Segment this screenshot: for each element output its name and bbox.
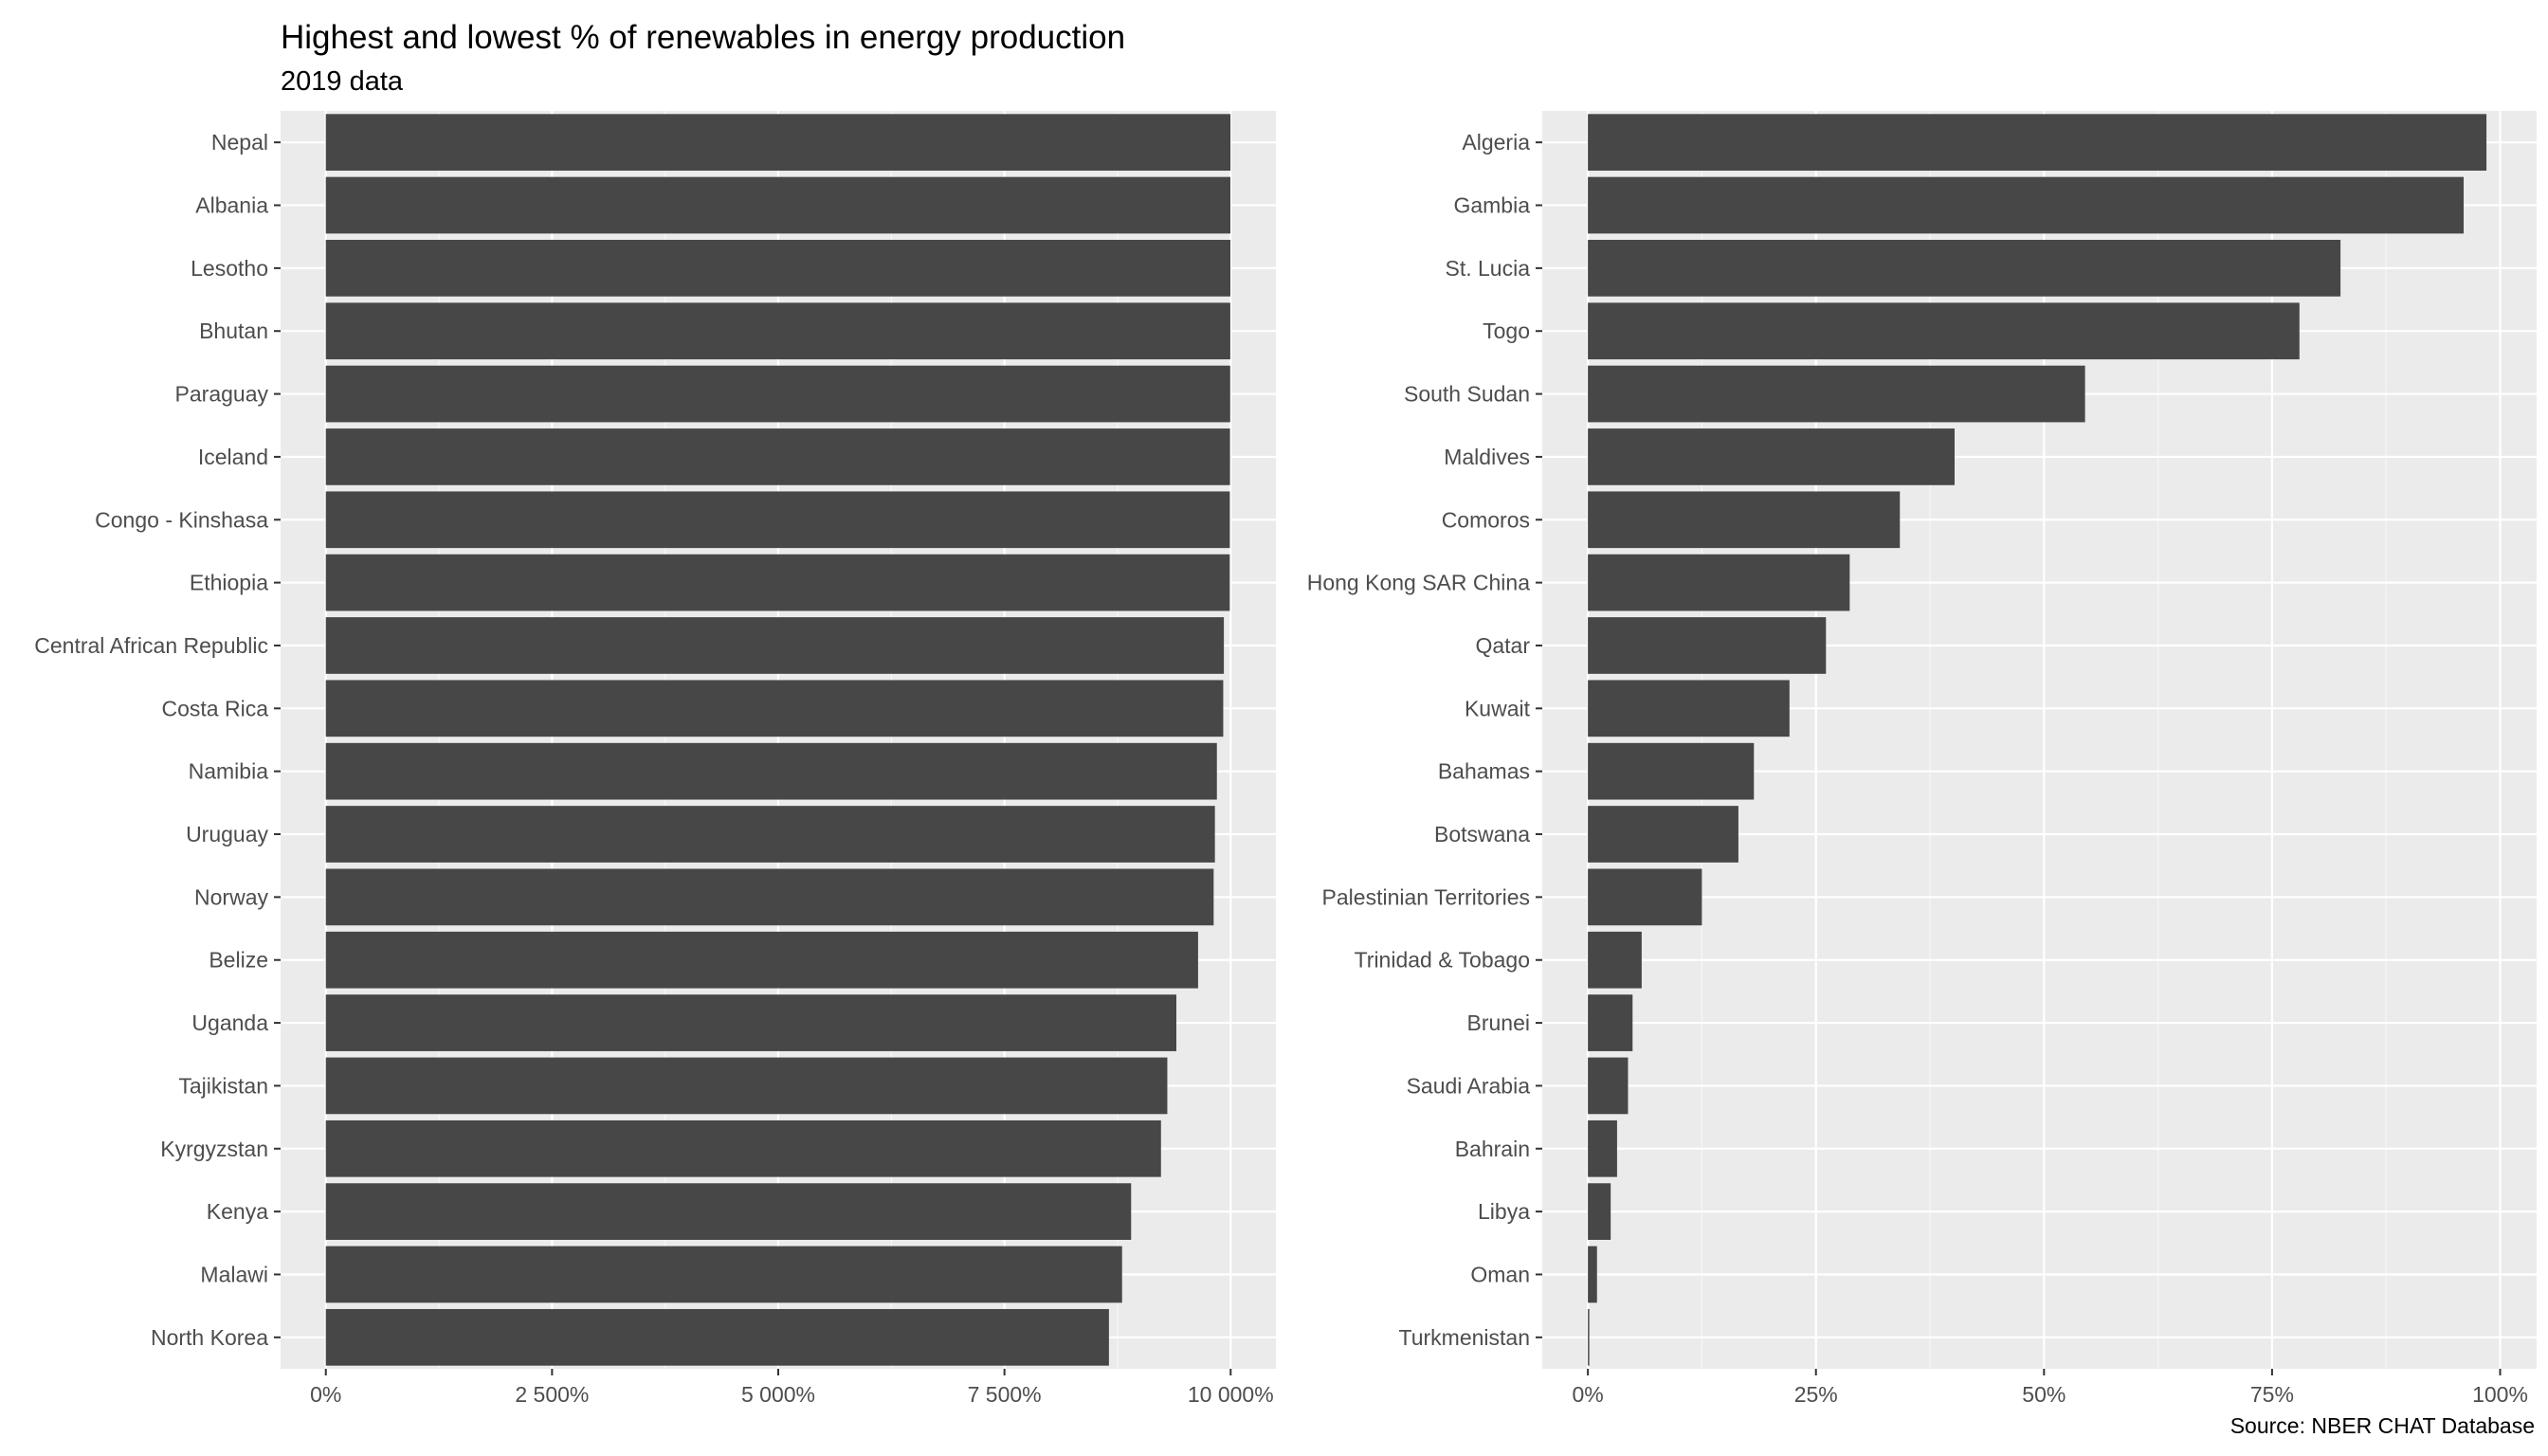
- bar: [1588, 868, 1702, 926]
- chart-title: Highest and lowest % of renewables in en…: [281, 19, 1126, 56]
- bar: [1588, 742, 1755, 800]
- y-tick-label: Togo: [1483, 318, 1530, 343]
- bar: [325, 806, 1215, 863]
- y-tick-label: Turkmenistan: [1399, 1325, 1530, 1350]
- bar: [1588, 176, 2465, 234]
- x-tick-label: 0%: [1572, 1382, 1603, 1407]
- y-tick-label: Hong Kong SAR China: [1307, 571, 1530, 595]
- y-tick-label: Uganda: [191, 1010, 268, 1035]
- y-tick-label: Malawi: [200, 1262, 268, 1286]
- bar: [1588, 680, 1790, 737]
- y-tick-label: Gambia: [1453, 193, 1530, 218]
- x-tick-label: 5 000%: [741, 1382, 815, 1407]
- chart-subtitle: 2019 data: [281, 66, 404, 97]
- bar: [325, 554, 1230, 611]
- bar: [325, 240, 1230, 297]
- y-tick-label: Qatar: [1475, 633, 1530, 658]
- y-tick-label: Bhutan: [199, 318, 268, 343]
- y-tick-label: Palestinian Territories: [1322, 884, 1530, 909]
- y-tick-label: Bahrain: [1455, 1137, 1530, 1161]
- y-tick-label: St. Lucia: [1446, 256, 1531, 281]
- y-tick-label: Central African Republic: [34, 633, 268, 658]
- bar: [1588, 617, 1827, 674]
- bar: [325, 680, 1224, 737]
- bar: [1588, 994, 1633, 1051]
- y-tick-label: Congo - Kinshasa: [95, 507, 268, 532]
- y-tick-label: Bahamas: [1438, 759, 1530, 784]
- bar: [325, 428, 1230, 485]
- y-tick-label: Maldives: [1444, 445, 1530, 469]
- y-tick-label: Tajikistan: [178, 1073, 268, 1098]
- y-tick-label: Albania: [195, 193, 268, 218]
- bar: [1588, 365, 2085, 423]
- y-tick-label: Algeria: [1462, 130, 1530, 155]
- bar: [1588, 806, 1738, 863]
- source-caption: Source: NBER CHAT Database: [2230, 1413, 2535, 1438]
- x-tick-label: 25%: [1794, 1382, 1838, 1407]
- bar: [1588, 491, 1901, 549]
- bar: [325, 617, 1225, 674]
- chart-panel-1: 0% 2 500% 5 000% 7 500% 10 000% Nepal Albania L…: [34, 111, 1276, 1407]
- bar: [1588, 1246, 1597, 1303]
- x-tick-label: 2 500%: [515, 1382, 589, 1407]
- y-tick-label: Kyrgyzstan: [160, 1137, 268, 1161]
- y-tick-label: Trinidad & Tobago: [1355, 948, 1530, 973]
- y-tick-label: Brunei: [1467, 1010, 1530, 1035]
- bar: [325, 1308, 1109, 1366]
- bar: [325, 1119, 1161, 1177]
- chart-panel-2: 0% 25% 50% 75% 100% Algeria Gambia St. Lucia Tog…: [1307, 111, 2537, 1407]
- y-tick-label: Paraguay: [175, 382, 269, 407]
- bar: [325, 742, 1217, 800]
- y-tick-label: Namibia: [189, 759, 269, 784]
- bar: [1588, 428, 1955, 485]
- x-tick-label: 75%: [2250, 1382, 2294, 1407]
- bar: [325, 1183, 1132, 1240]
- y-tick-label: Comoros: [1442, 507, 1530, 532]
- bar: [1588, 1308, 1590, 1366]
- y-tick-label: Oman: [1470, 1262, 1530, 1286]
- y-tick-label: Kuwait: [1465, 696, 1531, 720]
- bar: [325, 1057, 1168, 1115]
- y-tick-label: Uruguay: [186, 822, 268, 846]
- y-tick-label: Costa Rica: [162, 696, 269, 720]
- x-tick-label: 100%: [2472, 1382, 2528, 1407]
- x-tick-label: 7 500%: [968, 1382, 1042, 1407]
- bar: [1588, 1119, 1617, 1177]
- y-tick-label: Libya: [1478, 1199, 1530, 1224]
- bar: [325, 1246, 1122, 1303]
- bar: [1588, 554, 1850, 611]
- bar: [1588, 114, 2487, 172]
- panel-background: [1542, 111, 2537, 1369]
- bar: [1588, 1183, 1611, 1240]
- y-tick-label: Norway: [194, 884, 268, 909]
- bar: [325, 491, 1230, 549]
- bar: [325, 994, 1176, 1051]
- bar: [1588, 1057, 1629, 1115]
- bar: [325, 176, 1230, 234]
- x-tick-label: 10 000%: [1188, 1382, 1274, 1407]
- y-tick-label: Ethiopia: [190, 571, 268, 595]
- y-tick-label: Nepal: [211, 130, 268, 155]
- y-tick-label: Botswana: [1434, 822, 1530, 846]
- y-tick-label: North Korea: [151, 1325, 268, 1350]
- bar: [325, 931, 1198, 989]
- bar: [325, 868, 1214, 926]
- y-tick-label: Iceland: [198, 445, 268, 469]
- y-tick-label: South Sudan: [1404, 382, 1530, 407]
- bar: [325, 302, 1230, 360]
- bar: [1588, 240, 2341, 297]
- bar: [1588, 302, 2300, 360]
- y-tick-label: Saudi Arabia: [1407, 1073, 1531, 1098]
- bar: [325, 365, 1230, 423]
- y-tick-label: Belize: [209, 948, 268, 973]
- y-tick-label: Kenya: [207, 1199, 268, 1224]
- y-tick-label: Lesotho: [191, 256, 268, 281]
- x-tick-label: 0%: [310, 1382, 341, 1407]
- x-tick-label: 50%: [2022, 1382, 2066, 1407]
- bar: [1588, 931, 1642, 989]
- bar: [325, 114, 1231, 172]
